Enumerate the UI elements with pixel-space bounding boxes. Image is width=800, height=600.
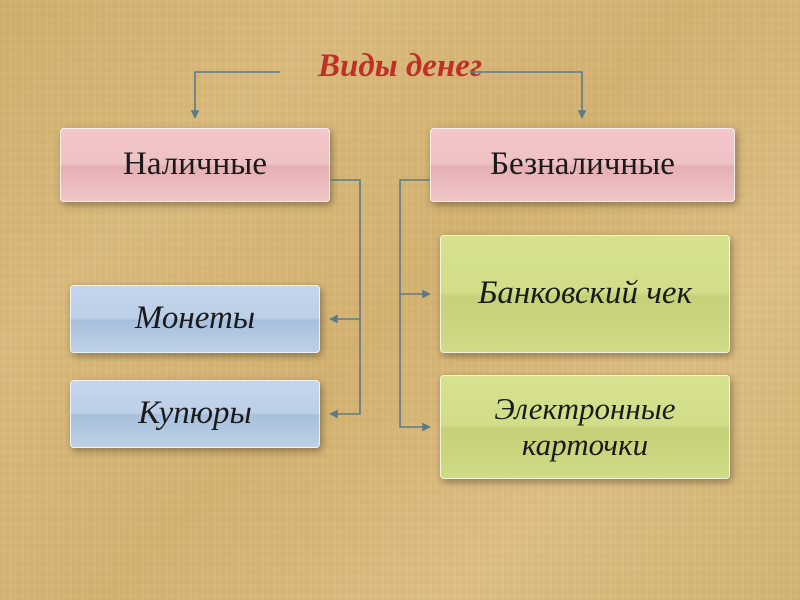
node-cash: Наличные bbox=[60, 128, 330, 202]
node-bills: Купюры bbox=[70, 380, 320, 448]
node-noncash: Безналичные bbox=[430, 128, 735, 202]
diagram-title: Виды денег bbox=[318, 48, 482, 85]
node-coins: Монеты bbox=[70, 285, 320, 353]
node-ecards: Электронные карточки bbox=[440, 375, 730, 479]
node-bankcheck: Банковский чек bbox=[440, 235, 730, 353]
